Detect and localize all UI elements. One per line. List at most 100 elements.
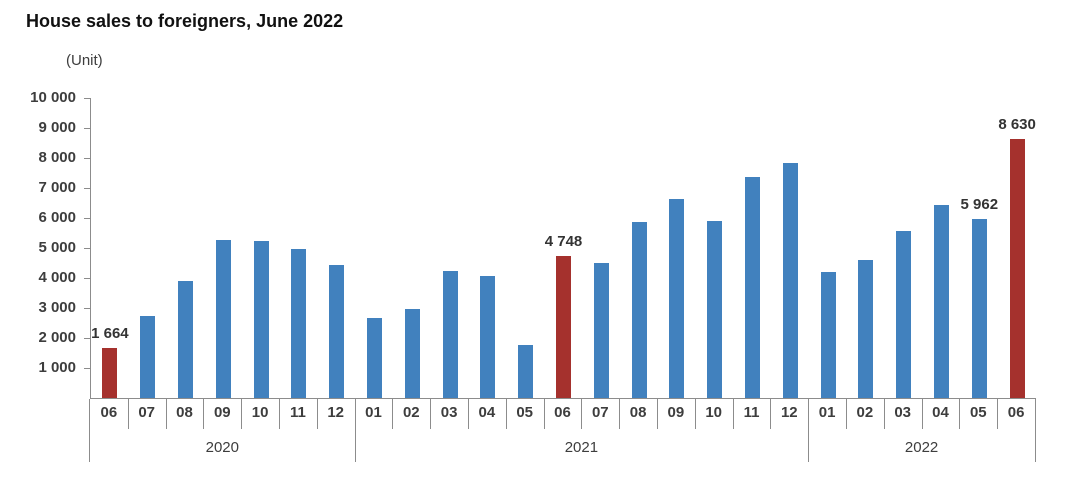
chart-title: House sales to foreigners, June 2022 bbox=[26, 11, 344, 31]
month-label: 07 bbox=[591, 404, 609, 421]
month-separator bbox=[732, 399, 734, 429]
month-label: 06 bbox=[100, 404, 118, 421]
bar bbox=[820, 272, 836, 398]
month-label: 11 bbox=[743, 404, 760, 421]
bar bbox=[669, 199, 685, 398]
bar bbox=[480, 275, 496, 398]
bar-data-label: 4 748 bbox=[544, 232, 583, 250]
year-separator bbox=[808, 399, 810, 462]
bar-highlighted bbox=[556, 255, 571, 398]
month-label: 09 bbox=[213, 404, 231, 421]
y-tick-mark bbox=[84, 188, 90, 189]
axis-left-edge bbox=[89, 399, 90, 462]
month-label: 07 bbox=[138, 404, 156, 421]
year-label: 2022 bbox=[904, 439, 939, 456]
bar bbox=[404, 309, 420, 398]
month-label: 05 bbox=[516, 404, 534, 421]
y-tick-label: 2 000 bbox=[38, 329, 76, 346]
month-label: 04 bbox=[478, 404, 496, 421]
y-tick-label: 6 000 bbox=[38, 209, 76, 226]
y-tick-label: 5 000 bbox=[38, 239, 76, 256]
y-tick-label: 9 000 bbox=[38, 119, 76, 136]
bar-data-label: 5 962 bbox=[960, 196, 999, 214]
bar bbox=[858, 260, 874, 398]
month-separator bbox=[505, 399, 507, 429]
bar bbox=[215, 239, 231, 398]
month-separator bbox=[241, 399, 243, 429]
x-axis: 06 07 08 09 10 11 12 01 02 03 04 05 06 07 08 09 10 11 12 01… bbox=[89, 399, 1036, 469]
month-label: 02 bbox=[856, 404, 874, 421]
bar bbox=[896, 231, 912, 398]
y-tick-label: 10 000 bbox=[30, 89, 76, 106]
month-label: 10 bbox=[251, 404, 269, 421]
y-tick-mark bbox=[84, 338, 90, 339]
y-tick-label: 3 000 bbox=[38, 299, 76, 316]
month-label: 01 bbox=[365, 404, 382, 421]
y-tick-label: 1 000 bbox=[38, 359, 76, 376]
bar-data-label: 1 664 bbox=[91, 325, 129, 343]
month-label: 03 bbox=[894, 404, 912, 421]
month-label: 08 bbox=[176, 404, 193, 421]
bar-highlighted bbox=[102, 348, 118, 398]
month-separator bbox=[657, 399, 658, 429]
bar bbox=[745, 177, 760, 398]
year-label: 2020 bbox=[205, 439, 239, 456]
month-separator bbox=[127, 399, 129, 429]
y-tick-mark bbox=[84, 248, 90, 249]
month-label: 03 bbox=[440, 404, 458, 421]
month-label: 11 bbox=[289, 404, 306, 421]
y-tick-mark bbox=[84, 308, 90, 309]
y-tick-mark bbox=[84, 128, 90, 129]
bar bbox=[178, 281, 193, 398]
axis-right-edge bbox=[1035, 399, 1036, 462]
month-label: 02 bbox=[402, 404, 420, 421]
y-tick-mark bbox=[84, 98, 90, 99]
month-label: 05 bbox=[969, 404, 987, 421]
bar-highlighted bbox=[1009, 139, 1025, 398]
month-separator bbox=[997, 399, 999, 429]
month-separator bbox=[694, 399, 696, 429]
month-separator bbox=[316, 399, 318, 429]
month-separator bbox=[846, 399, 847, 429]
month-separator bbox=[165, 399, 167, 429]
month-separator bbox=[770, 399, 772, 429]
bar bbox=[782, 162, 798, 398]
y-tick-label: 4 000 bbox=[38, 269, 76, 286]
bar bbox=[707, 221, 723, 398]
month-label: 09 bbox=[667, 404, 685, 421]
year-label: 2021 bbox=[564, 439, 599, 456]
month-label: 06 bbox=[1007, 404, 1025, 421]
month-separator bbox=[468, 399, 469, 429]
bar bbox=[593, 262, 609, 398]
year-separator bbox=[354, 399, 356, 462]
unit-label: (Unit) bbox=[66, 52, 103, 69]
y-tick-mark bbox=[84, 368, 90, 369]
month-label: 08 bbox=[629, 404, 647, 421]
bar bbox=[442, 270, 458, 398]
month-separator bbox=[543, 399, 545, 429]
month-label: 10 bbox=[705, 404, 723, 421]
bar bbox=[934, 204, 949, 398]
bar bbox=[631, 222, 647, 398]
bar bbox=[367, 317, 382, 398]
y-tick-label: 8 000 bbox=[38, 149, 76, 166]
month-separator bbox=[619, 399, 621, 429]
bar bbox=[291, 249, 307, 398]
month-label: 06 bbox=[554, 404, 571, 421]
month-separator bbox=[392, 399, 394, 429]
month-label: 12 bbox=[780, 404, 798, 421]
month-separator bbox=[430, 399, 432, 429]
bar bbox=[329, 265, 345, 398]
plot-area: 1 664 4 748 5 962 8 630 bbox=[90, 98, 1036, 399]
y-tick-mark bbox=[84, 158, 90, 159]
bar bbox=[971, 219, 987, 398]
y-tick-mark bbox=[84, 218, 90, 219]
y-tick-mark bbox=[84, 278, 90, 279]
month-separator bbox=[279, 399, 280, 429]
month-separator bbox=[203, 399, 205, 429]
month-label: 04 bbox=[932, 404, 949, 421]
bar bbox=[140, 315, 156, 398]
month-separator bbox=[921, 399, 923, 429]
month-separator bbox=[581, 399, 583, 429]
